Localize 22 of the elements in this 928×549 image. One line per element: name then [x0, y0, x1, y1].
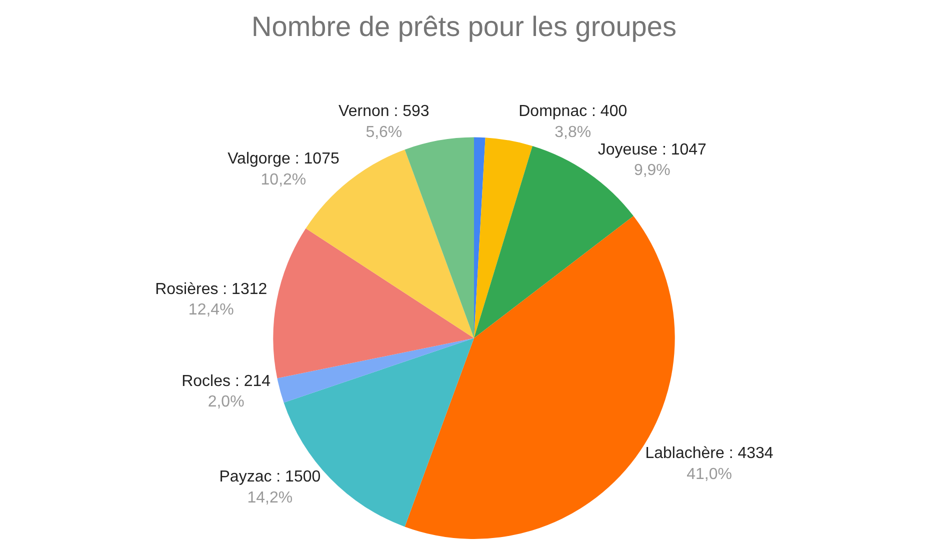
- slice-label: Payzac : 1500: [219, 468, 321, 486]
- data-label: 41,0%: [686, 466, 732, 483]
- pie-slice: [404, 137, 474, 338]
- data-label: 5,6%: [366, 124, 402, 141]
- slice-label: Rocles : 214: [182, 372, 271, 390]
- data-label: 2,0%: [208, 394, 244, 411]
- pie-slice: [273, 228, 474, 378]
- data-label: 10,2%: [260, 171, 306, 188]
- slice-label: Joyeuse : 1047: [598, 141, 707, 158]
- pie-slice: [474, 138, 532, 338]
- data-label: 14,2%: [247, 489, 293, 506]
- pie-slice: [277, 338, 474, 403]
- data-label: 9,9%: [634, 162, 670, 180]
- slice-label: Dompnac : 400: [518, 103, 628, 120]
- pie-slice: [306, 150, 474, 338]
- data-label: 12,4%: [188, 302, 234, 319]
- slice-label: Valgorge : 1075: [228, 150, 340, 168]
- chart-title: Nombre de prêts pour les groupes: [252, 11, 676, 42]
- data-label: 3,8%: [554, 124, 592, 141]
- slice-label: Rosières : 1312: [155, 280, 268, 298]
- slice-label: Vernon : 593: [338, 103, 430, 120]
- slice-label: Lablachère : 4334: [645, 444, 774, 462]
